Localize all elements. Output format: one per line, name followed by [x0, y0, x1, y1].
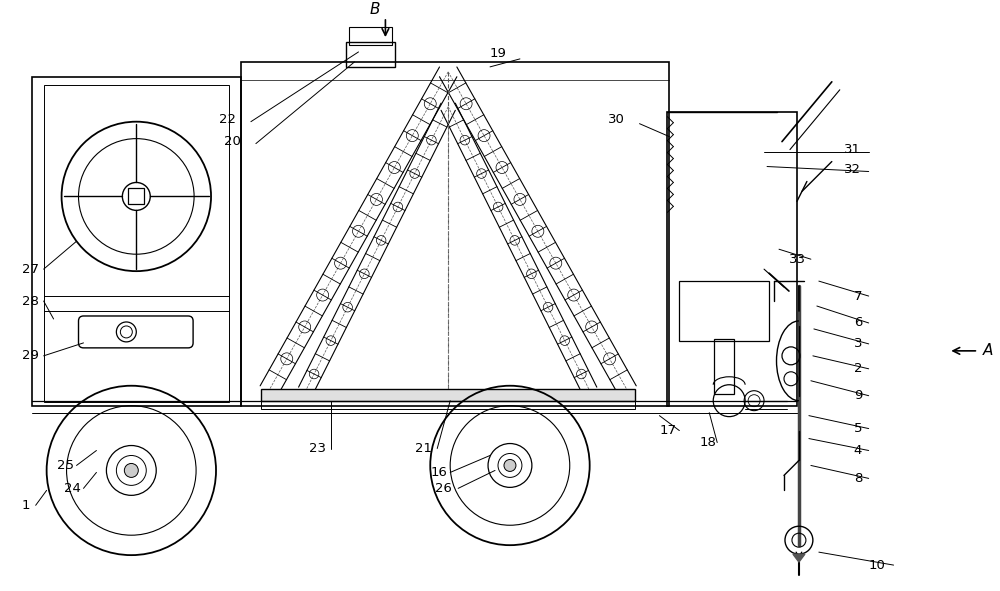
Text: 31: 31	[844, 143, 861, 156]
Text: 30: 30	[608, 113, 624, 126]
Bar	[32, 77, 241, 405]
Text: B: B	[370, 2, 380, 17]
Text: 25: 25	[57, 459, 74, 472]
Bar	[128, 189, 144, 204]
Text: 21: 21	[415, 442, 432, 455]
Text: 28: 28	[22, 294, 39, 307]
Text: 8: 8	[854, 472, 862, 485]
Circle shape	[504, 459, 516, 472]
Text: 16: 16	[430, 466, 447, 479]
Text: A: A	[983, 343, 994, 358]
Bar	[679, 281, 769, 341]
Circle shape	[124, 463, 138, 478]
Text: 9: 9	[854, 389, 862, 402]
Text: 5: 5	[854, 422, 862, 435]
Text: 27: 27	[22, 262, 39, 275]
Bar	[714, 339, 734, 394]
Bar	[261, 389, 635, 401]
Bar	[241, 62, 669, 405]
Text: 6: 6	[854, 316, 862, 329]
Text: 22: 22	[219, 113, 236, 126]
Text: 26: 26	[435, 482, 452, 495]
Text: 32: 32	[844, 163, 861, 176]
Bar	[346, 42, 395, 67]
Bar	[349, 27, 392, 45]
Polygon shape	[793, 554, 805, 562]
Text: 10: 10	[869, 558, 886, 571]
Text: 23: 23	[309, 442, 326, 455]
Bar	[44, 85, 229, 402]
Text: 18: 18	[699, 436, 716, 449]
Text: 19: 19	[490, 47, 507, 60]
Bar	[667, 112, 797, 405]
Text: 20: 20	[224, 135, 241, 148]
Text: 7: 7	[854, 290, 862, 303]
Text: 24: 24	[64, 482, 80, 495]
Text: 4: 4	[854, 444, 862, 457]
Text: 1: 1	[22, 499, 30, 512]
Bar	[261, 401, 635, 408]
Text: 29: 29	[22, 349, 39, 362]
Text: 3: 3	[854, 337, 862, 350]
Text: 17: 17	[659, 424, 676, 437]
Text: 2: 2	[854, 362, 862, 375]
Text: 33: 33	[789, 253, 806, 266]
